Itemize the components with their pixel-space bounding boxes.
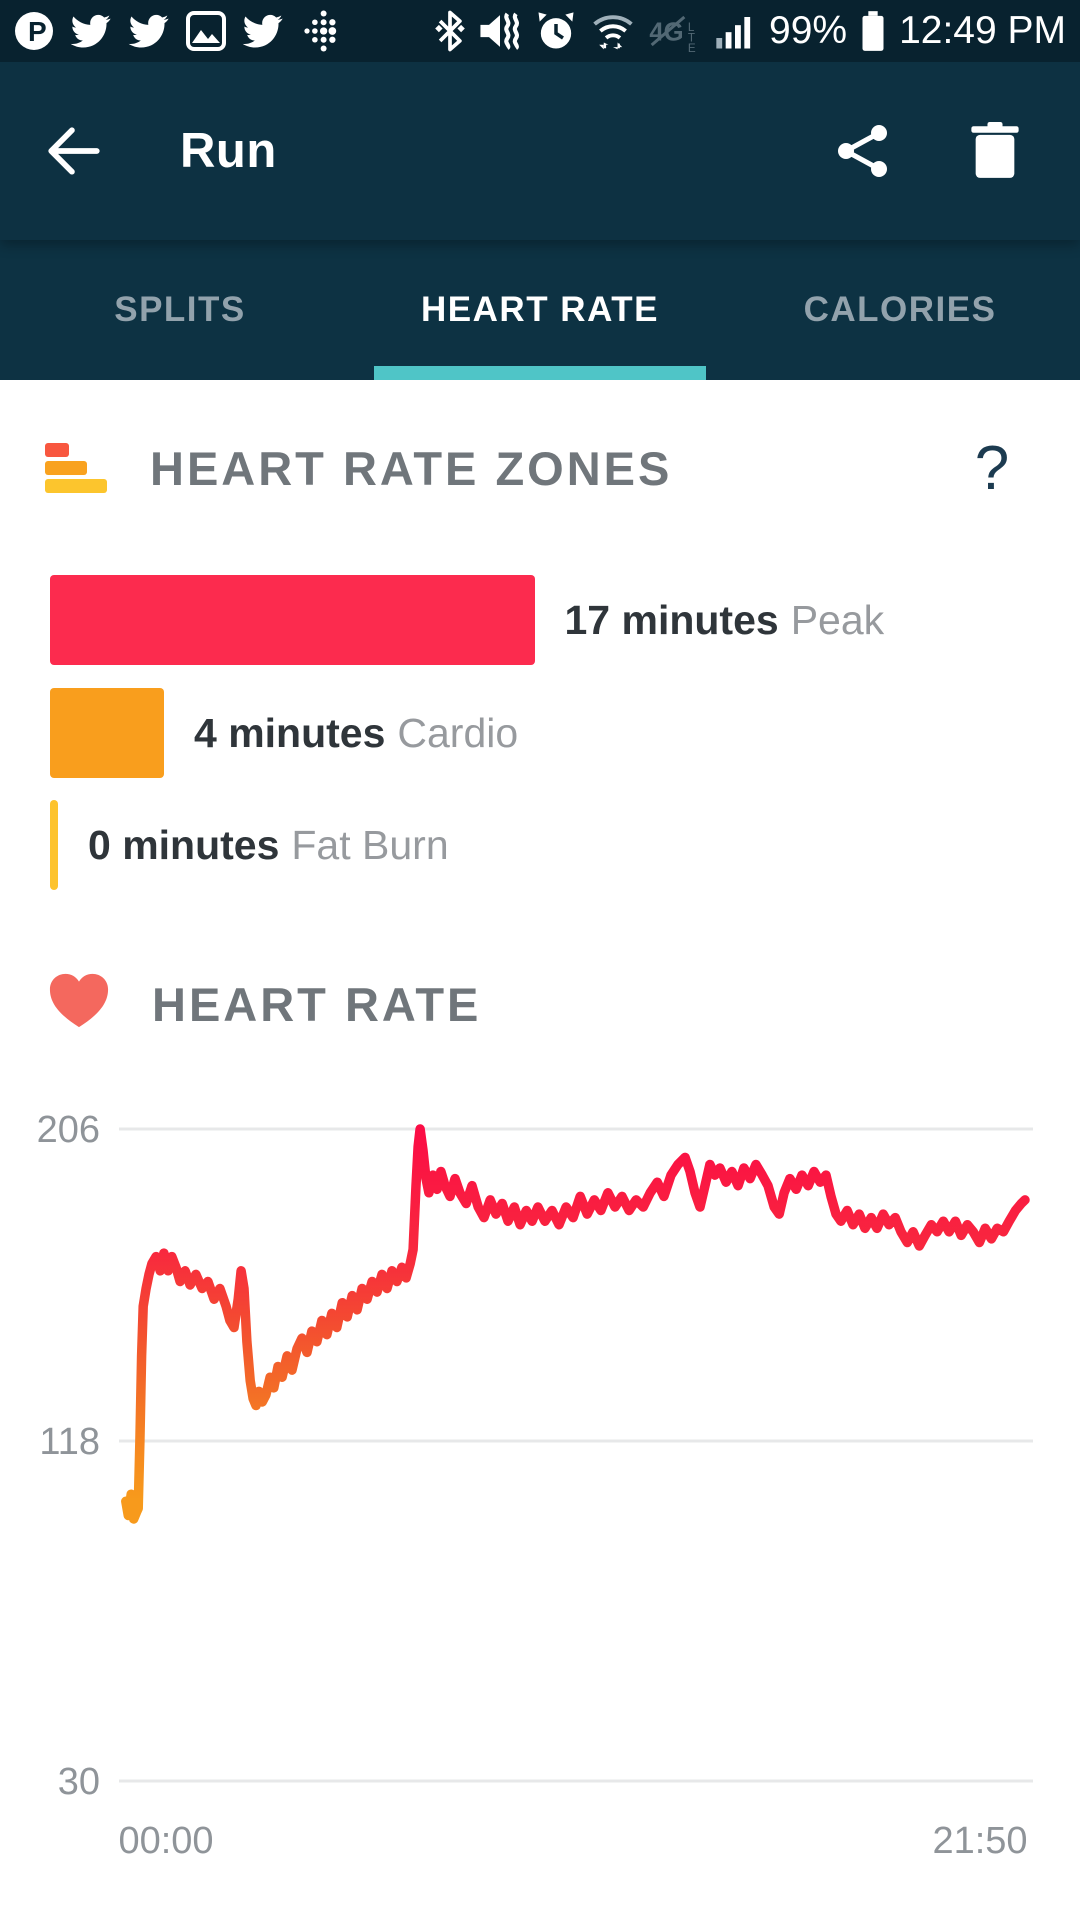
back-button[interactable]	[38, 115, 110, 187]
zones-section-title: HEART RATE ZONES	[150, 442, 673, 495]
system-status-icons: 4G L T E 99% 12:49 PM	[435, 9, 1066, 53]
peak-zone-bar	[50, 575, 535, 665]
heart-rate-line	[121, 1124, 1030, 1524]
cardio-zone-bar	[50, 688, 164, 778]
fitbit-icon	[304, 10, 337, 52]
x-axis-tick: 00:00	[118, 1820, 213, 1862]
x-axis-tick: 21:50	[932, 1820, 1027, 1862]
share-icon	[838, 125, 887, 177]
y-axis-tick: 30	[58, 1761, 100, 1803]
trash-icon	[971, 122, 1019, 178]
zone-row-peak: 17 minutes Peak	[50, 575, 884, 665]
heart-rate-zones-icon	[45, 443, 109, 493]
delete-button[interactable]	[955, 111, 1035, 191]
alarm-icon	[538, 12, 574, 49]
peak-zone-name: Peak	[790, 596, 885, 643]
status-time: 12:49 PM	[899, 9, 1066, 52]
svg-text:P: P	[28, 16, 47, 47]
bluetooth-icon	[435, 10, 465, 52]
signal-icon	[716, 17, 751, 49]
status-bar: P	[0, 0, 1080, 62]
arrow-back-icon	[48, 127, 100, 175]
tab-bar: SPLITS HEART RATE CALORIES	[0, 240, 1080, 380]
active-tab-underline	[374, 366, 706, 380]
help-button[interactable]: ?	[974, 434, 1010, 503]
vibrate-mute-icon	[480, 12, 519, 50]
tab-heart-rate[interactable]: HEART RATE	[360, 240, 720, 380]
cardio-zone-name: Cardio	[397, 709, 519, 756]
tab-calories[interactable]: CALORIES	[720, 240, 1080, 380]
battery-percent: 99%	[769, 9, 848, 52]
zone-row-cardio: 4 minutes Cardio	[50, 688, 518, 778]
tab-splits-label: SPLITS	[114, 290, 246, 329]
gallery-icon	[186, 11, 226, 51]
tab-calories-label: CALORIES	[803, 290, 997, 329]
page-title: Run	[180, 124, 277, 178]
twitter-icon	[128, 14, 169, 48]
heart-rate-chart[interactable]: 206 118 30 00:00 21:50	[0, 1085, 1080, 1885]
battery-icon	[862, 11, 884, 51]
wifi-icon	[593, 15, 633, 50]
fat-burn-minutes: 0 minutes	[88, 821, 280, 868]
svg-text:T: T	[688, 31, 695, 44]
share-button[interactable]	[823, 111, 903, 191]
heart-icon	[49, 973, 109, 1028]
y-axis-tick: 206	[37, 1109, 100, 1151]
svg-text:L: L	[688, 21, 695, 34]
fat-burn-zone-bar	[50, 800, 58, 890]
twitter-icon	[242, 14, 283, 48]
peak-minutes: 17 minutes	[564, 596, 779, 643]
svg-text:E: E	[688, 42, 696, 52]
tab-splits[interactable]: SPLITS	[0, 240, 360, 380]
y-axis-tick: 118	[39, 1421, 100, 1463]
fat-burn-zone-name: Fat Burn	[291, 821, 449, 868]
tab-heart-rate-label: HEART RATE	[421, 290, 659, 329]
pandora-icon: P	[15, 12, 53, 50]
lte-disabled-icon: 4G L T E	[649, 15, 696, 52]
zone-row-fat-burn: 0 minutes Fat Burn	[50, 800, 449, 890]
cardio-minutes: 4 minutes	[194, 709, 386, 756]
app-bar: Run	[0, 62, 1080, 240]
heart-rate-section-title: HEART RATE	[152, 978, 482, 1031]
notification-icons: P	[14, 10, 342, 52]
twitter-icon	[70, 14, 111, 48]
